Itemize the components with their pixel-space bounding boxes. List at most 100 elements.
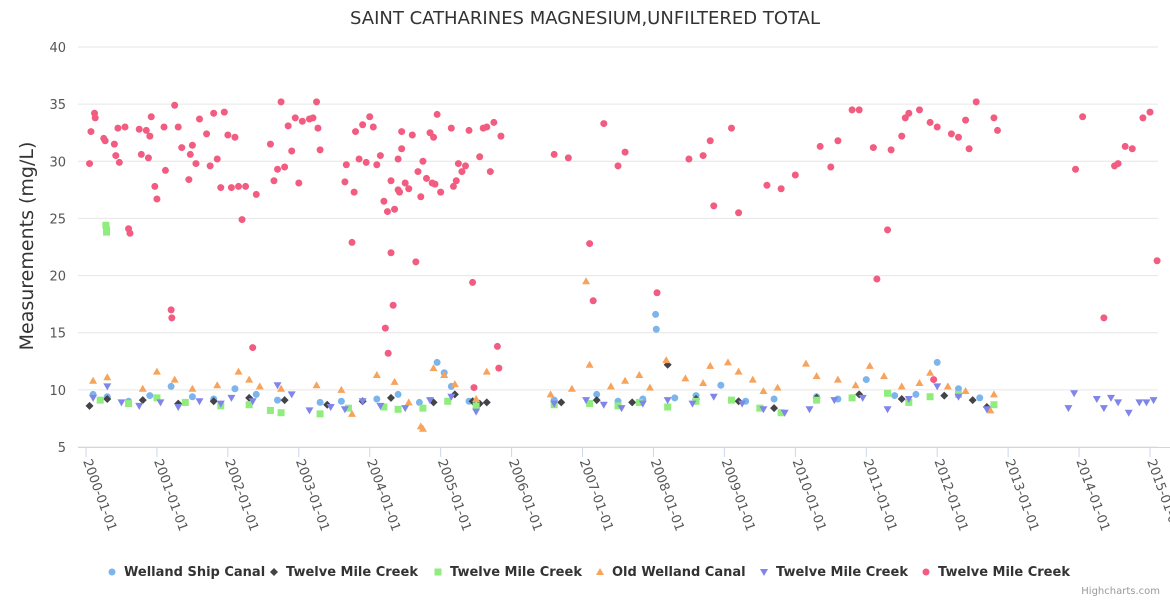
- data-point: [288, 147, 296, 155]
- x-tick-label: 2008-01-01: [647, 457, 687, 533]
- legend-item[interactable]: Old Welland Canal: [596, 565, 746, 580]
- data-point: [486, 168, 494, 176]
- data-point: [495, 364, 503, 372]
- data-point: [144, 154, 152, 162]
- data-point: [352, 128, 360, 136]
- data-point: [295, 179, 303, 187]
- legend-label: Welland Ship Canal: [124, 565, 265, 580]
- data-point: [1106, 394, 1115, 402]
- data-point: [1128, 145, 1136, 153]
- data-point: [664, 403, 672, 411]
- data-point: [291, 114, 299, 122]
- data-point: [284, 122, 292, 130]
- data-point: [458, 168, 466, 176]
- data-point: [926, 393, 934, 401]
- legend-item[interactable]: Welland Ship Canal: [108, 565, 266, 580]
- data-point: [381, 324, 389, 332]
- data-point: [238, 216, 246, 224]
- legend-item[interactable]: Twelve Mile Creek: [760, 565, 908, 580]
- legend-item[interactable]: Twelve Mile Creek: [270, 565, 418, 580]
- data-point: [989, 390, 998, 398]
- data-point: [273, 382, 282, 390]
- data-point: [1124, 409, 1133, 417]
- data-point: [396, 188, 404, 196]
- data-point: [447, 124, 455, 132]
- data-point: [337, 397, 345, 405]
- y-tick-label: 15: [49, 327, 66, 342]
- data-point: [224, 131, 232, 139]
- data-point: [135, 402, 144, 410]
- data-point: [940, 391, 949, 400]
- legend-label: Twelve Mile Creek: [776, 565, 908, 580]
- data-point: [497, 132, 505, 140]
- data-point: [161, 166, 169, 174]
- data-point: [869, 144, 877, 152]
- data-point: [380, 403, 388, 411]
- x-tick-label: 2014-01-01: [1072, 457, 1112, 533]
- data-point: [621, 148, 629, 156]
- data-point: [192, 160, 200, 168]
- data-point: [599, 401, 608, 409]
- data-point: [444, 397, 452, 405]
- data-point: [156, 399, 165, 407]
- legend-symbol: [596, 568, 604, 575]
- data-point: [249, 344, 257, 352]
- data-point: [777, 409, 785, 417]
- data-point: [316, 398, 324, 406]
- legend-item[interactable]: Twelve Mile Creek: [922, 565, 1071, 580]
- data-point: [834, 137, 842, 145]
- x-tick-label: 2003-01-01: [292, 457, 332, 533]
- data-point: [662, 356, 671, 364]
- data-point: [137, 150, 145, 158]
- legend-label: Twelve Mile Creek: [286, 565, 418, 580]
- data-point: [699, 379, 708, 386]
- data-point: [763, 181, 771, 189]
- data-point: [472, 408, 481, 416]
- legend-item[interactable]: Twelve Mile Creek: [434, 565, 583, 580]
- data-point: [681, 374, 690, 382]
- data-point: [685, 155, 693, 163]
- x-tick-label: 2006-01-01: [505, 457, 545, 533]
- x-tick-label: 2002-01-01: [221, 457, 261, 533]
- data-point: [117, 399, 126, 407]
- data-point: [86, 160, 94, 168]
- data-point: [855, 106, 863, 114]
- data-point: [350, 188, 358, 196]
- data-point: [433, 110, 441, 118]
- data-point: [469, 278, 477, 286]
- data-point: [801, 359, 810, 367]
- x-tick-label: 2015-01-01: [1143, 457, 1170, 533]
- data-point: [954, 133, 962, 141]
- data-point: [394, 405, 402, 413]
- data-point: [777, 185, 785, 193]
- data-point: [210, 109, 218, 117]
- data-point: [816, 142, 824, 150]
- data-point: [181, 398, 189, 406]
- data-point: [398, 145, 406, 153]
- credits-link[interactable]: Highcharts.com: [1081, 586, 1160, 597]
- data-point: [274, 165, 282, 173]
- data-point: [943, 382, 952, 390]
- data-point: [947, 130, 955, 138]
- data-point: [277, 409, 285, 417]
- data-point: [348, 238, 356, 246]
- y-tick-label: 30: [49, 155, 66, 170]
- data-point: [933, 358, 941, 366]
- data-point: [227, 184, 235, 192]
- data-point: [470, 384, 478, 392]
- data-point: [663, 397, 672, 405]
- data-point: [305, 407, 314, 415]
- data-point: [426, 397, 435, 405]
- data-point: [358, 398, 367, 406]
- data-point: [312, 381, 321, 389]
- x-tick-label: 2011-01-01: [860, 457, 900, 533]
- data-point: [972, 98, 980, 106]
- data-point: [376, 402, 385, 410]
- data-point: [245, 401, 253, 409]
- data-point: [153, 394, 161, 402]
- data-point: [167, 382, 175, 390]
- data-point: [709, 393, 718, 401]
- data-point: [135, 125, 143, 133]
- x-tick-label: 2004-01-01: [363, 457, 403, 533]
- data-point: [376, 152, 384, 160]
